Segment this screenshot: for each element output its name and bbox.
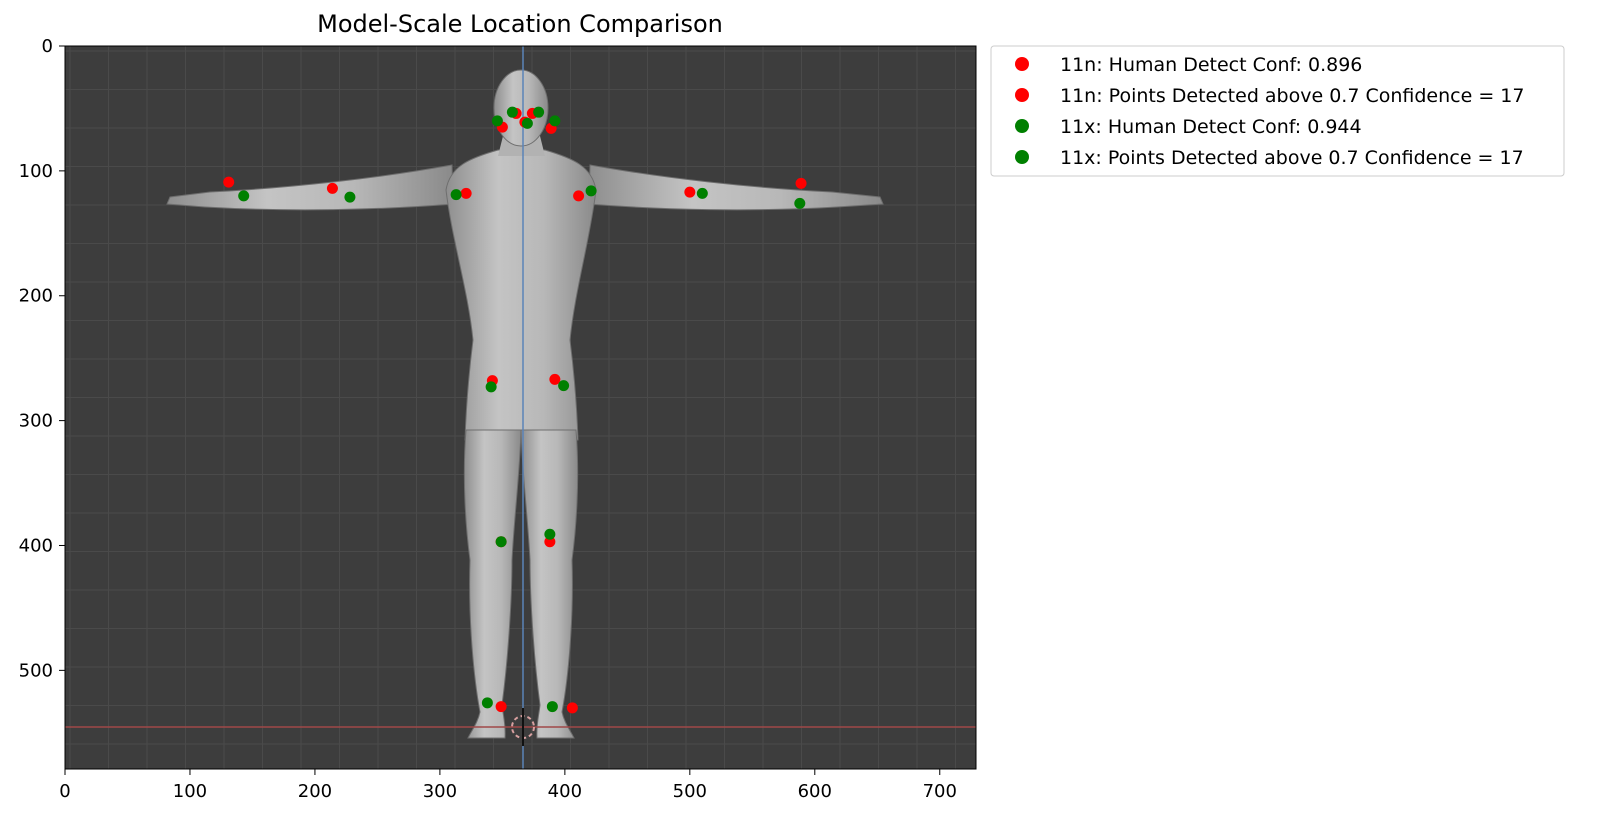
y-tick-label: 0 <box>42 36 53 57</box>
keypoints-layer <box>223 106 807 714</box>
y-tick-label: 500 <box>19 660 53 681</box>
x-axis: 0 100 200 300 400 500 600 700 <box>59 769 957 802</box>
legend-entry-label: 11x: Points Detected above 0.7 Confidenc… <box>1060 147 1524 169</box>
keypoint-marker <box>549 115 561 127</box>
x-tick-label: 700 <box>923 781 957 802</box>
legend-marker <box>1015 150 1029 164</box>
keypoint-marker <box>521 117 533 129</box>
y-tick-label: 400 <box>19 535 53 556</box>
legend: 11n: Human Detect Conf: 0.896 11n: Points… <box>990 45 1565 177</box>
keypoint-marker <box>344 191 356 203</box>
x-tick-label: 300 <box>423 781 457 802</box>
plot-area <box>65 46 976 769</box>
viewport-grid <box>65 46 976 769</box>
keypoint-marker <box>585 185 597 197</box>
y-axis: 0 100 200 300 400 500 <box>19 36 65 681</box>
y-tick-label: 200 <box>19 286 53 307</box>
legend-entry-label: 11n: Points Detected above 0.7 Confidenc… <box>1060 85 1524 107</box>
keypoint-marker <box>546 701 558 713</box>
legend-marker <box>1015 119 1029 133</box>
legend-entry-label: 11n: Human Detect Conf: 0.896 <box>1060 54 1362 76</box>
left-leg <box>463 429 522 739</box>
left-arm <box>166 164 454 211</box>
keypoint-marker <box>460 187 472 199</box>
keypoint-marker <box>491 115 503 127</box>
keypoint-marker <box>481 697 493 709</box>
legend-marker <box>1015 57 1029 71</box>
legend-box <box>990 45 1565 177</box>
keypoint-marker <box>506 106 518 118</box>
keypoint-marker <box>566 702 578 714</box>
x-tick-label: 0 <box>59 781 70 802</box>
keypoint-marker <box>533 106 545 118</box>
keypoint-marker <box>794 197 806 209</box>
keypoint-marker <box>549 373 561 385</box>
keypoint-marker <box>684 186 696 198</box>
right-arm <box>588 164 884 211</box>
y-tick-label: 300 <box>19 411 53 432</box>
legend-entry-label: 11x: Human Detect Conf: 0.944 <box>1060 116 1362 138</box>
x-tick-label: 500 <box>673 781 707 802</box>
keypoint-marker <box>450 189 462 201</box>
right-leg <box>520 429 579 739</box>
keypoint-marker <box>573 190 585 202</box>
keypoint-marker <box>485 381 497 393</box>
keypoint-marker <box>223 176 235 188</box>
keypoint-marker <box>495 536 507 548</box>
keypoint-marker <box>544 528 556 540</box>
keypoint-marker <box>696 187 708 199</box>
x-tick-label: 200 <box>298 781 332 802</box>
x-tick-label: 100 <box>173 781 207 802</box>
keypoint-marker <box>326 182 338 194</box>
x-tick-label: 600 <box>798 781 832 802</box>
human-figure <box>166 69 884 739</box>
chart-title: Model-Scale Location Comparison <box>317 10 723 38</box>
keypoint-marker <box>238 190 250 202</box>
plot-frame <box>64 45 977 770</box>
keypoint-marker <box>795 177 807 189</box>
keypoint-marker <box>495 701 507 713</box>
y-tick-label: 100 <box>19 161 53 182</box>
legend-marker <box>1015 88 1029 102</box>
x-tick-label: 400 <box>548 781 582 802</box>
keypoint-marker <box>558 380 570 392</box>
